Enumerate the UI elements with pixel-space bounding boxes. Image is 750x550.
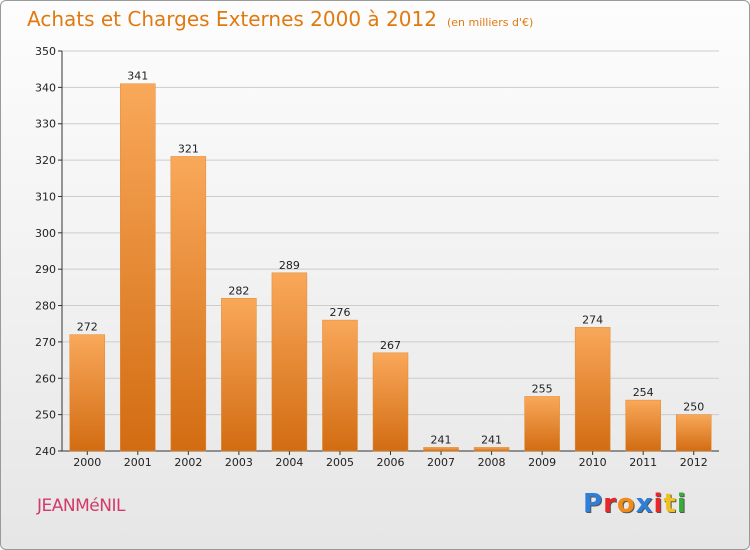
y-tick-label: 290 — [35, 263, 56, 276]
x-tick-label: 2000 — [73, 456, 101, 469]
y-tick-label: 350 — [35, 45, 56, 58]
bar-2007 — [423, 447, 459, 452]
bar-2010 — [574, 327, 611, 452]
bar-chart: 240 250 260 270 280 290 300 310 320 330 340 350 272… — [35, 45, 719, 469]
chart-title: Achats et Charges Externes 2000 à 2012 — [27, 7, 437, 31]
x-tick-label: 2008 — [478, 456, 506, 469]
brand-letter: t — [663, 489, 677, 519]
x-tick-label: 2011 — [629, 456, 657, 469]
data-label-2008: 241 — [481, 433, 502, 446]
commune-name: JEANMéNIL — [37, 496, 125, 516]
y-tick-label: 250 — [35, 409, 56, 422]
bars — [69, 83, 712, 452]
bar-2004 — [271, 272, 308, 452]
data-label-2012: 250 — [683, 401, 704, 414]
data-label-2006: 267 — [380, 339, 401, 352]
x-tick-label: 2007 — [427, 456, 455, 469]
bar-2008 — [473, 447, 510, 452]
brand-letter: i — [676, 489, 687, 519]
bar-2000 — [69, 334, 106, 452]
bar-2009 — [524, 396, 560, 452]
chart-subtitle: (en milliers d'€) — [446, 16, 534, 29]
title-row: Achats et Charges Externes 2000 à 2012 (e… — [27, 7, 533, 31]
data-label-2005: 276 — [329, 306, 350, 319]
labels: 272 2000 341 2001 321 2002 282 2003 289 2004 276 20… — [73, 70, 707, 469]
y-tick-label: 310 — [35, 190, 56, 203]
bar-2003 — [221, 298, 257, 452]
x-tick-label: 2006 — [377, 456, 405, 469]
data-label-2000: 272 — [77, 321, 98, 334]
y-tick-label: 270 — [35, 336, 56, 349]
bar-2002 — [170, 156, 207, 452]
bar-2005 — [322, 319, 358, 452]
y-tick-label: 240 — [35, 445, 56, 458]
brand-letter: x — [635, 489, 654, 519]
y-tick-label: 260 — [35, 372, 56, 385]
brand-letter: o — [616, 489, 636, 519]
y-tick-label: 340 — [35, 81, 56, 94]
bar-2011 — [625, 399, 661, 452]
x-tick-label: 2003 — [225, 456, 253, 469]
data-label-2003: 282 — [228, 284, 249, 297]
data-label-2011: 254 — [633, 386, 654, 399]
data-label-2004: 289 — [279, 259, 300, 272]
x-tick-label: 2012 — [680, 456, 708, 469]
x-tick-label: 2001 — [124, 456, 152, 469]
brand-letter: P — [583, 489, 604, 519]
x-tick-label: 2010 — [579, 456, 607, 469]
x-tick-label: 2004 — [275, 456, 303, 469]
brand-letter: r — [603, 489, 617, 519]
data-label-2010: 274 — [582, 313, 603, 326]
y-tick-label: 300 — [35, 227, 56, 240]
data-label-2001: 341 — [127, 70, 148, 83]
bar-2012 — [675, 414, 712, 452]
y-tick-label: 330 — [35, 118, 56, 131]
x-tick-label: 2009 — [528, 456, 556, 469]
x-tick-label: 2005 — [326, 456, 354, 469]
bar-2001 — [120, 83, 156, 452]
data-label-2007: 241 — [431, 433, 452, 446]
data-label-2009: 255 — [532, 382, 553, 395]
brand-letter: i — [653, 489, 664, 519]
proxiti-logo[interactable]: Proxiti — [583, 489, 687, 519]
data-label-2002: 321 — [178, 142, 199, 155]
bar-2006 — [372, 352, 409, 452]
y-tick-label: 280 — [35, 300, 56, 313]
y-tick-label: 320 — [35, 154, 56, 167]
x-tick-label: 2002 — [174, 456, 202, 469]
